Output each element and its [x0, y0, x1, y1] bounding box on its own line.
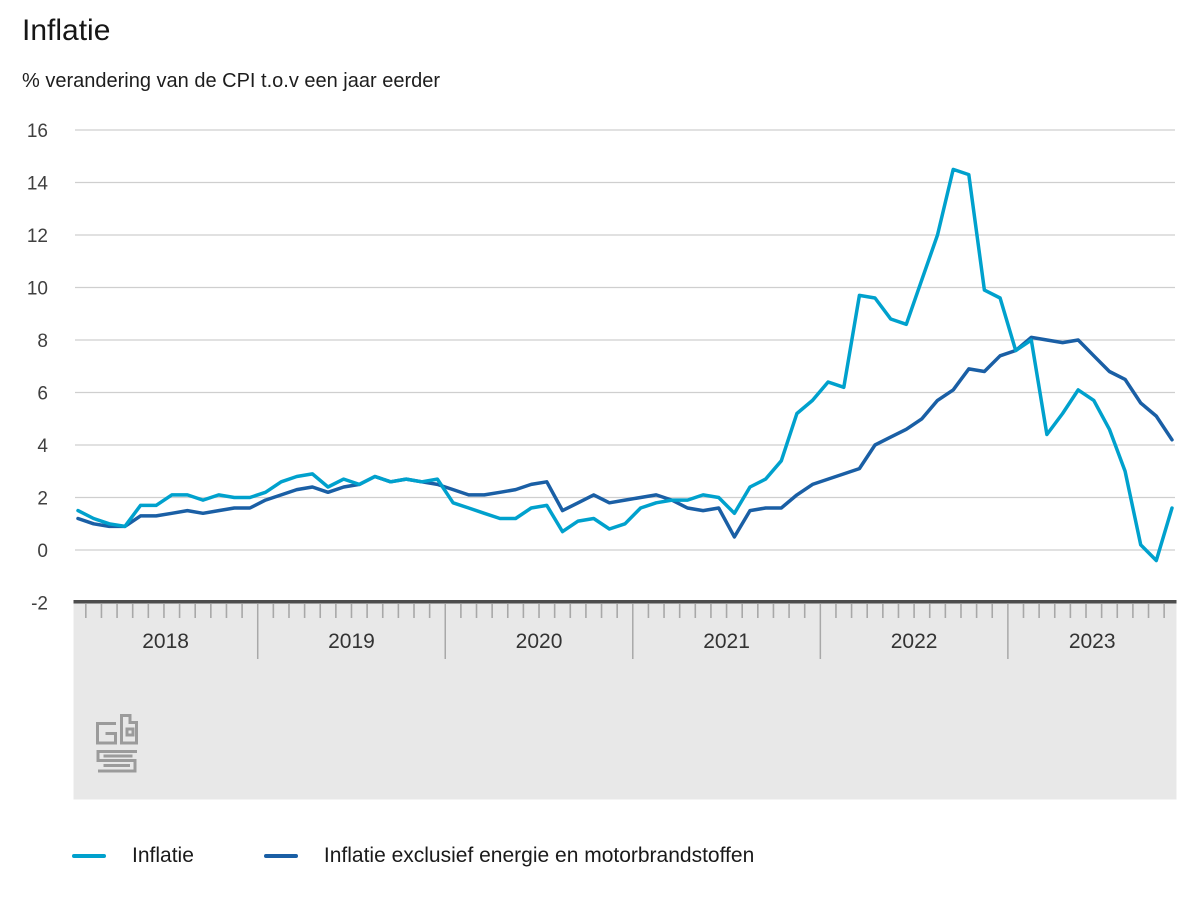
y-axis-label: 4: [37, 436, 48, 457]
series-lines: [76, 167, 1174, 563]
x-axis-year-labels: 2018 2019 2020 2021 2022 2023: [142, 630, 1115, 653]
x-axis-ticks: [85, 604, 1165, 659]
year-label: 2021: [703, 630, 750, 653]
legend-item-kerninflatie: Inflatie exclusief energie en motorbrand…: [263, 844, 755, 868]
y-axis-label: 8: [37, 331, 48, 352]
y-axis-label: -2: [31, 594, 48, 615]
year-label: 2023: [1069, 630, 1116, 653]
year-label: 2022: [891, 630, 938, 653]
legend-label-inflatie: Inflatie: [132, 844, 194, 867]
cbs-logo-b: [120, 714, 138, 745]
year-label: 2020: [516, 630, 563, 653]
cbs-logo-c: [96, 722, 117, 745]
legend-swatch-inflatie: [72, 854, 106, 858]
legend-swatch-kerninflatie: [263, 854, 298, 858]
x-axis-band: [73, 603, 1177, 800]
legend-label-kerninflatie: Inflatie exclusief energie en motorbrand…: [323, 844, 755, 867]
legend: Inflatie Inflatie exclusief energie en m…: [72, 844, 754, 868]
cbs-logo-icon: [96, 714, 138, 773]
y-axis-label: 14: [27, 174, 49, 195]
axis-band-rect: [73, 603, 1177, 800]
legend-item-inflatie: Inflatie: [72, 844, 194, 868]
gridlines: [75, 129, 1175, 551]
y-axis-label: 10: [27, 279, 48, 300]
year-label: 2018: [142, 630, 189, 653]
y-axis-label: 2: [37, 489, 48, 510]
cbs-logo-b-hole: [125, 727, 135, 737]
y-axis-label: 16: [27, 121, 48, 142]
line-chart: 16 14 12 10 8 6 4 2 0 -2 2018 2019 2020 2021 2022 2023: [27, 121, 1177, 800]
chart-subtitle: % verandering van de CPI t.o.v een jaar …: [22, 70, 441, 92]
cbs-logo-s: [96, 750, 137, 773]
y-axis-label: 6: [37, 384, 48, 405]
y-axis-label: 12: [27, 226, 48, 247]
year-label: 2019: [328, 630, 375, 653]
chart-title: Inflatie: [22, 14, 111, 47]
y-axis-label: 0: [37, 541, 48, 562]
y-axis-labels: 16 14 12 10 8 6 4 2 0 -2: [27, 121, 49, 615]
series-line-inflatie: [76, 167, 1174, 563]
series-line-kerninflatie: [76, 335, 1174, 539]
